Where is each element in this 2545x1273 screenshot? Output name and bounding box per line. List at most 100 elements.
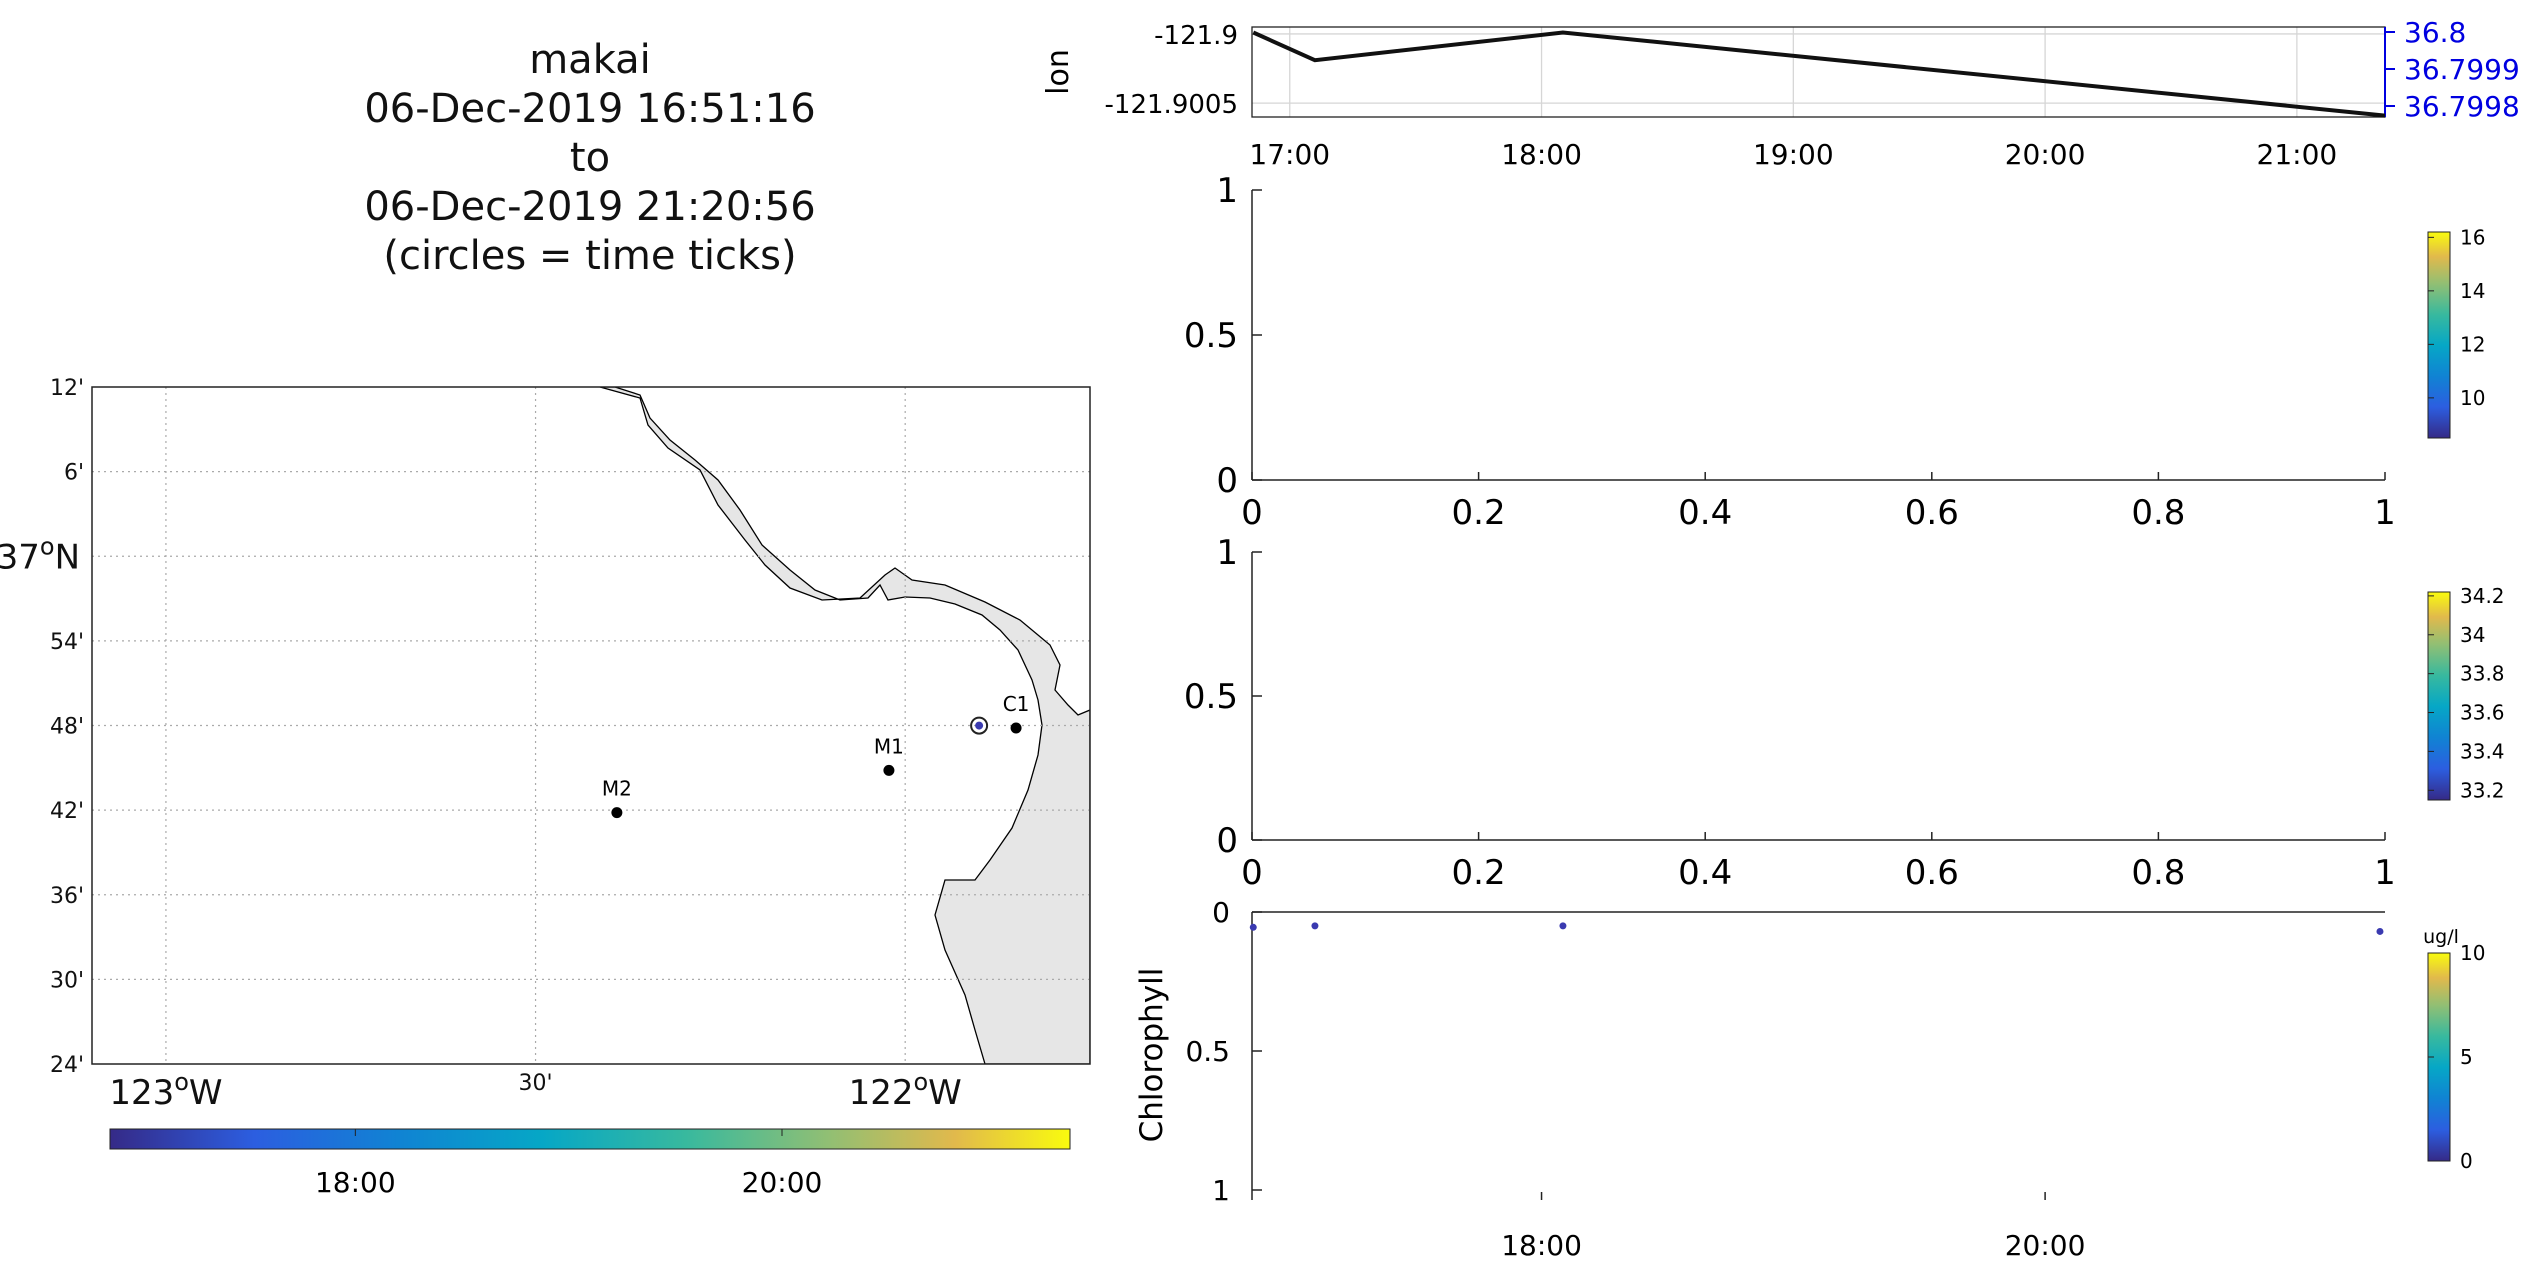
temperature-x-label-0: 0 xyxy=(1241,493,1263,533)
chlorophyll-x-label-1: 20:00 xyxy=(2005,1229,2086,1262)
station-label-c1: C1 xyxy=(1003,692,1030,716)
chlorophyll-point-3 xyxy=(2376,927,2384,935)
lon-x-tick-2: 19:00 xyxy=(1753,138,1834,171)
map-grid xyxy=(92,387,1090,1064)
station-label-m2: M2 xyxy=(602,777,632,801)
map-lat-tick-3: 54' xyxy=(50,630,84,655)
chlorophyll-ticks: 18:00 20:00 0 0.5 1 xyxy=(1185,896,2085,1262)
temperature-x-label-1: 0.2 xyxy=(1452,493,1506,533)
lon-y-tick-0: -121.9 xyxy=(1154,21,1238,51)
temperature-colorbar-ticks: 10 12 14 16 xyxy=(2428,225,2485,410)
temperature-y-label-1: 0.5 xyxy=(1184,316,1238,356)
lat-right-label-0: 36.8 xyxy=(2404,16,2466,49)
temperature-y-label-2: 1 xyxy=(1216,171,1238,211)
lon-track-line xyxy=(1252,30,2386,118)
time-colorbar xyxy=(109,1128,1071,1150)
chlorophyll-panel: 18:00 20:00 0 0.5 1 Chlorophyll ug/l 0 5 10 xyxy=(1134,896,2485,1262)
map-lon-tick-2: 122oW xyxy=(849,1068,962,1113)
station-marker-m2 xyxy=(611,807,623,819)
chlorophyll-point-1 xyxy=(1311,922,1319,930)
lon-grid xyxy=(1252,27,2385,117)
chlorophyll-colorbar-ticks: 0 5 10 xyxy=(2428,941,2485,1173)
salinity-x-label-2: 0.4 xyxy=(1678,853,1732,893)
map-lat-tick-0: 12' xyxy=(50,376,84,401)
time-colorbar-label-0: 18:00 xyxy=(315,1166,396,1199)
temperature-y-label-0: 0 xyxy=(1216,461,1238,501)
salinity-y-label-2: 1 xyxy=(1216,533,1238,573)
chlorophyll-cbar-label-2: 10 xyxy=(2460,941,2485,965)
lat-right-label-2: 36.7998 xyxy=(2404,90,2520,123)
temperature-x-label-5: 1 xyxy=(2374,493,2396,533)
map-lat-tick-4: 48' xyxy=(50,715,84,740)
map-lat-tick-2: 37oN xyxy=(0,532,80,577)
temperature-x-label-4: 0.8 xyxy=(2131,493,2185,533)
vehicle-ring xyxy=(970,716,989,735)
chlorophyll-cbar-label-1: 5 xyxy=(2460,1045,2473,1069)
chlorophyll-unit-label: ug/l xyxy=(2423,926,2459,948)
time-ticks-note: (circles = time ticks) xyxy=(383,233,797,279)
lon-lat-panel: 17:00 18:00 19:00 20:00 21:00 -121.9 -121.9005… xyxy=(1041,16,2520,171)
chlorophyll-x-label-0: 18:00 xyxy=(1501,1229,1582,1262)
land-area xyxy=(599,387,1090,1064)
lon-x-tick-1: 18:00 xyxy=(1501,138,1582,171)
salinity-cbar-label-4: 34 xyxy=(2460,623,2485,647)
map-frame xyxy=(91,386,1091,1065)
chlorophyll-point-0 xyxy=(1249,923,1257,931)
temperature-cbar-label-2: 14 xyxy=(2460,279,2485,303)
chlorophyll-cbar-label-0: 0 xyxy=(2460,1149,2473,1173)
temperature-colorbar xyxy=(2427,231,2451,439)
to-word: to xyxy=(569,135,611,181)
salinity-x-label-1: 0.2 xyxy=(1452,853,1506,893)
map-lat-tick-8: 24' xyxy=(50,1053,84,1078)
chlorophyll-axis-label: Chlorophyll xyxy=(1134,968,1170,1143)
chlorophyll-points xyxy=(1249,922,2384,935)
station-marker-m1 xyxy=(883,764,895,776)
chlorophyll-y-label-1: 0.5 xyxy=(1185,1035,1230,1068)
map-tick-labels: 123oW 30' 122oW 12' 6' 37oN 54' 48' 42' 36' 30' 24' xyxy=(0,376,962,1113)
salinity-y-label-1: 0.5 xyxy=(1184,677,1238,717)
salinity-cbar-label-0: 33.2 xyxy=(2460,778,2505,802)
salinity-panel: 0 0.2 0.4 0.6 0.8 1 0 0.5 1 33.2 33.4 33.6 33.8 34 34… xyxy=(1184,533,2505,893)
map-lat-tick-7: 30' xyxy=(50,968,84,993)
lon-x-tick-4: 21:00 xyxy=(2257,138,2338,171)
salinity-x-label-3: 0.6 xyxy=(1905,853,1959,893)
salinity-x-label-4: 0.8 xyxy=(2131,853,2185,893)
vehicle-name: makai xyxy=(529,37,651,83)
lat-right-label-1: 36.7999 xyxy=(2404,53,2520,86)
chlorophyll-y-label-2: 1 xyxy=(1212,1174,1230,1207)
salinity-cbar-label-5: 34.2 xyxy=(2460,584,2505,608)
time-colorbar-label-1: 20:00 xyxy=(742,1166,823,1199)
end-time: 06-Dec-2019 21:20:56 xyxy=(364,184,816,230)
salinity-x-label-0: 0 xyxy=(1241,853,1263,893)
temperature-cbar-label-3: 16 xyxy=(2460,225,2485,249)
salinity-cbar-label-2: 33.6 xyxy=(2460,701,2505,725)
salinity-y-label-0: 0 xyxy=(1216,821,1238,861)
temperature-cbar-label-0: 10 xyxy=(2460,386,2485,410)
figure-title: makai 06-Dec-2019 16:51:16 to 06-Dec-201… xyxy=(300,36,880,281)
temperature-ticks: 0 0.2 0.4 0.6 0.8 1 0 0.5 1 xyxy=(1184,171,2396,533)
map-lon-tick-0: 123oW xyxy=(109,1068,222,1113)
salinity-x-label-5: 1 xyxy=(2374,853,2396,893)
temperature-x-label-3: 0.6 xyxy=(1905,493,1959,533)
map-lat-tick-6: 36' xyxy=(50,884,84,909)
lon-axis-label: lon xyxy=(1041,49,1076,95)
salinity-colorbar xyxy=(2427,591,2451,801)
lon-x-tick-3: 20:00 xyxy=(2005,138,2086,171)
station-marker-c1 xyxy=(1010,722,1022,734)
map-lon-tick-1: 30' xyxy=(519,1071,553,1096)
salinity-colorbar-ticks: 33.2 33.4 33.6 33.8 34 34.2 xyxy=(2428,584,2505,802)
lon-x-tick-0: 17:00 xyxy=(1249,138,1330,171)
temperature-cbar-label-1: 12 xyxy=(2460,332,2485,356)
lon-tick-labels: 17:00 18:00 19:00 20:00 21:00 -121.9 -121.9005… xyxy=(1105,16,2520,171)
vehicle-marker xyxy=(975,721,984,730)
salinity-cbar-label-1: 33.4 xyxy=(2460,739,2505,763)
start-time: 06-Dec-2019 16:51:16 xyxy=(364,86,816,132)
lon-y-tick-1: -121.9005 xyxy=(1105,90,1238,120)
map-stations: C1 M1 M2 xyxy=(602,692,1030,819)
temperature-x-label-2: 0.4 xyxy=(1678,493,1732,533)
salinity-cbar-label-3: 33.8 xyxy=(2460,662,2505,686)
map-lat-tick-1: 6' xyxy=(64,461,84,486)
time-colorbar-ticks: 18:00 20:00 xyxy=(315,1129,822,1199)
